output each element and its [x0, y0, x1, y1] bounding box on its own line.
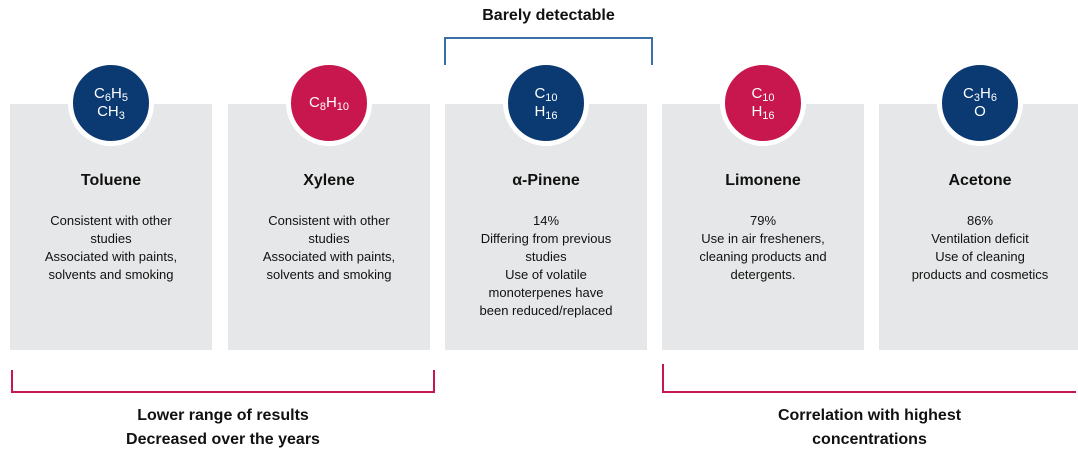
- description-line: been reduced/replaced: [479, 303, 613, 318]
- description-line: 86%: [966, 213, 994, 228]
- card-description: Consistent with other studies Associated w…: [228, 212, 430, 284]
- element: H: [980, 85, 991, 102]
- note-line: concentrations: [812, 431, 927, 448]
- description-line: Use of volatile: [505, 267, 587, 282]
- top-bracket: [444, 37, 653, 65]
- element: H: [534, 103, 546, 120]
- description-line: monoterpenes have: [488, 285, 604, 300]
- card-description: 14% Differing from previous studies Use of …: [445, 212, 647, 320]
- card-name: Limonene: [725, 172, 801, 189]
- formula-line: C10: [534, 85, 558, 104]
- subscript: 6: [990, 92, 997, 104]
- description-line: products and cosmetics: [911, 267, 1049, 282]
- description-line: Consistent with other: [268, 213, 390, 228]
- description-line: studies: [90, 231, 132, 246]
- formula-circle: C10 H16: [720, 60, 806, 146]
- subscript: 3: [973, 92, 980, 104]
- formula-circle: C3H6 O: [937, 60, 1023, 146]
- description-line: 79%: [749, 213, 777, 228]
- description-line: Use of cleaning: [935, 249, 1025, 264]
- bottom-left-note: Lower range of results Decreased over th…: [12, 404, 434, 452]
- left-bracket: [11, 370, 435, 393]
- description-line: Associated with paints,: [44, 249, 178, 264]
- note-line: Correlation with highest: [777, 407, 962, 424]
- description-line: solvents and smoking: [48, 267, 174, 282]
- description-line: Use in air fresheners,: [701, 231, 825, 246]
- description-line: Consistent with other: [50, 213, 172, 228]
- formula-line: C8H10: [308, 94, 350, 113]
- description-line: cleaning products and: [699, 249, 827, 264]
- formula-line: C10: [751, 85, 775, 104]
- note-line: Lower range of results: [137, 407, 309, 424]
- description-line: solvents and smoking: [266, 267, 392, 282]
- element: C: [963, 85, 974, 102]
- description-line: detergents.: [730, 267, 796, 282]
- card-name: α-Pinene: [512, 172, 580, 189]
- subscript: 10: [545, 92, 558, 104]
- description-line: studies: [525, 249, 567, 264]
- element: C: [94, 85, 105, 102]
- description-line: Associated with paints,: [262, 249, 396, 264]
- subscript: 10: [762, 92, 775, 104]
- subscript: 5: [121, 92, 128, 104]
- subscript: 3: [118, 110, 125, 122]
- element: H: [325, 94, 337, 111]
- formula-line: H16: [534, 103, 558, 122]
- formula-line: C6H5: [94, 85, 128, 104]
- bottom-right-note: Correlation with highest concentrations: [663, 404, 1076, 452]
- right-bracket: [662, 364, 1076, 393]
- formula-line: CH3: [97, 103, 125, 122]
- element: CH: [97, 103, 119, 120]
- description-line: Ventilation deficit: [931, 231, 1029, 246]
- note-line: Decreased over the years: [126, 431, 320, 448]
- element: C: [751, 85, 763, 102]
- card-description: 79% Use in air fresheners, cleaning produc…: [662, 212, 864, 284]
- subscript: 8: [319, 101, 326, 113]
- formula-circle: C6H5 CH3: [68, 60, 154, 146]
- formula-circle: C10 H16: [503, 60, 589, 146]
- description-line: 14%: [532, 213, 560, 228]
- subscript: 16: [545, 110, 558, 122]
- card-name: Xylene: [303, 172, 355, 189]
- element: C: [308, 94, 320, 111]
- card-description: 86% Ventilation deficit Use of cleaning pro…: [879, 212, 1078, 284]
- element: H: [111, 85, 122, 102]
- description-line: studies: [308, 231, 350, 246]
- element: H: [751, 103, 763, 120]
- formula-line: H16: [751, 103, 775, 122]
- subscript: 10: [336, 101, 350, 113]
- element: O: [974, 103, 986, 120]
- formula-circle: C8H10: [286, 60, 372, 146]
- card-name: Toluene: [80, 172, 142, 189]
- top-note: Barely detectable: [482, 7, 615, 24]
- subscript: 16: [762, 110, 775, 122]
- formula-line: C3H6: [963, 85, 997, 104]
- card-name: Acetone: [948, 172, 1012, 189]
- description-line: Differing from previous: [480, 231, 612, 246]
- card-description: Consistent with other studies Associated w…: [10, 212, 212, 284]
- formula-line: O: [974, 103, 986, 121]
- element: C: [534, 85, 546, 102]
- subscript: 6: [104, 92, 111, 104]
